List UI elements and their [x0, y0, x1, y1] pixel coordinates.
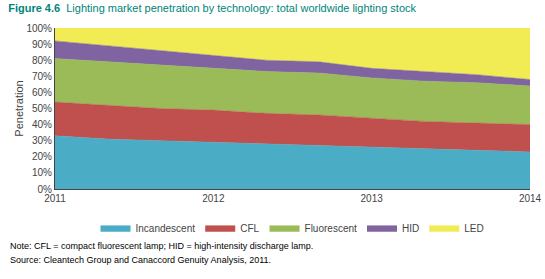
svg-text:HID: HID: [402, 223, 419, 234]
svg-text:Source: Cleantech Group and Ca: Source: Cleantech Group and Canaccord Ge…: [10, 255, 271, 265]
svg-text:Penetration: Penetration: [13, 80, 25, 136]
svg-text:2011: 2011: [44, 193, 66, 204]
svg-text:Figure 4.6 Lighting market pe: Figure 4.6 Lighting market penetration b…: [8, 2, 416, 14]
svg-text:0%: 0%: [38, 184, 53, 195]
svg-text:Fluorescent: Fluorescent: [305, 223, 357, 234]
svg-text:Incandescent: Incandescent: [136, 223, 196, 234]
svg-text:10%: 10%: [32, 167, 52, 178]
svg-text:100%: 100%: [26, 23, 52, 34]
svg-text:80%: 80%: [32, 55, 52, 66]
svg-text:70%: 70%: [32, 71, 52, 82]
svg-text:40%: 40%: [32, 119, 52, 130]
svg-text:90%: 90%: [32, 39, 52, 50]
svg-text:CFL: CFL: [240, 223, 259, 234]
svg-text:50%: 50%: [32, 103, 52, 114]
svg-text:2014: 2014: [519, 193, 542, 204]
svg-text:60%: 60%: [32, 87, 52, 98]
svg-text:20%: 20%: [32, 151, 52, 162]
svg-text:LED: LED: [464, 223, 483, 234]
svg-text:30%: 30%: [32, 135, 52, 146]
svg-text:2012: 2012: [202, 193, 225, 204]
svg-text:2013: 2013: [361, 193, 384, 204]
svg-text:Note: CFL = compact fluorescen: Note: CFL = compact fluorescent lamp; HI…: [10, 241, 313, 251]
